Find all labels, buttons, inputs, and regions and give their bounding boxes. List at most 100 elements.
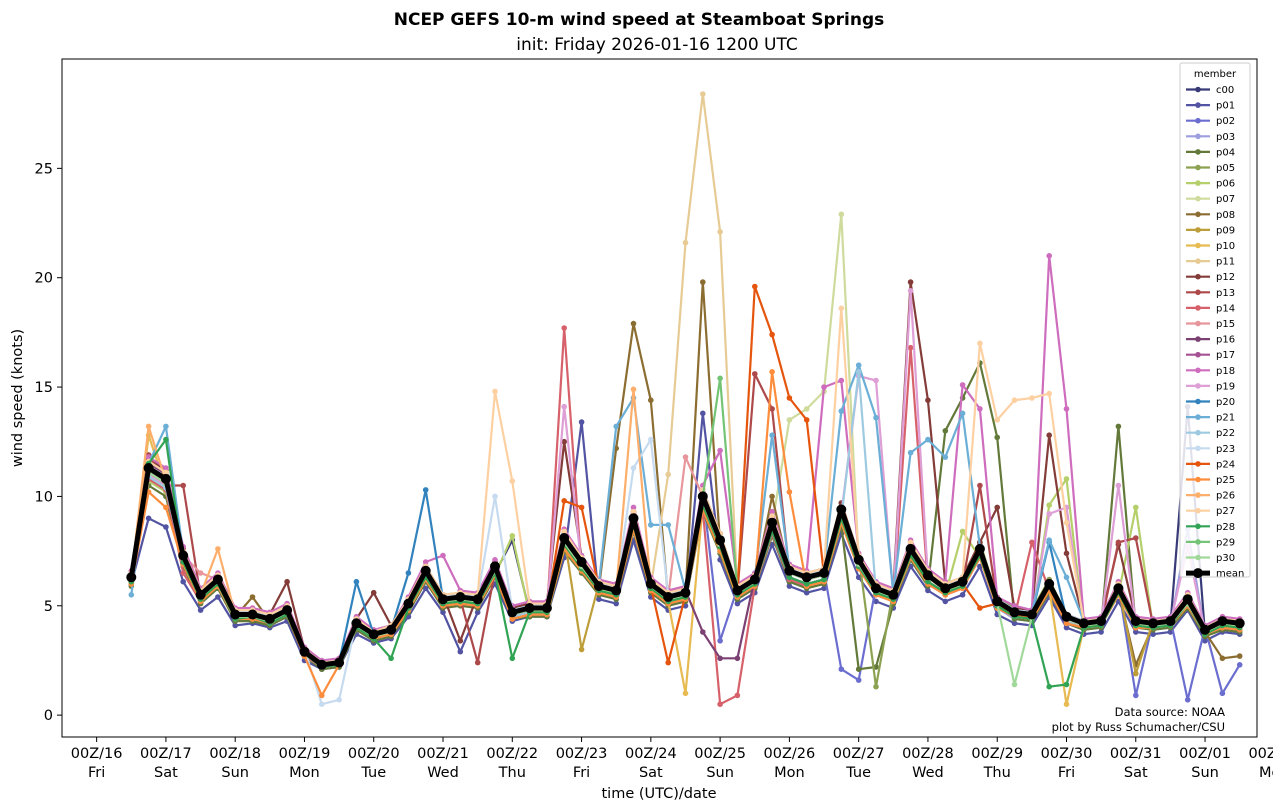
data-point-p23: [492, 493, 498, 500]
data-point-p10: [682, 690, 689, 697]
x-tick-label: 00Z/02: [1248, 746, 1273, 762]
data-point-mean: [1061, 611, 1072, 622]
data-point-p28: [803, 581, 810, 587]
data-point-p28: [821, 576, 827, 583]
data-point-p01: [197, 607, 204, 613]
data-point-p02: [1133, 692, 1139, 699]
data-point-p25: [509, 616, 516, 622]
y-axis-label: wind speed (knots): [10, 329, 26, 467]
y-tick-label: 15: [35, 380, 53, 396]
x-tick-label: 00Z/01: [1179, 746, 1231, 762]
legend-swatch-marker: [1195, 507, 1201, 514]
legend-swatch-marker: [1195, 383, 1201, 389]
legend-label: p04: [1216, 147, 1235, 158]
x-tick-day-label: Wed: [427, 765, 459, 781]
data-point-mean: [576, 557, 587, 567]
legend-item-p15: p15: [1186, 319, 1235, 330]
data-point-p09: [1133, 670, 1139, 677]
data-point-p13: [474, 659, 481, 666]
data-point-p19: [873, 377, 879, 384]
data-point-mean: [1078, 618, 1089, 629]
data-point-p07: [838, 211, 845, 218]
data-point-p02: [1184, 697, 1191, 703]
data-point-p04: [1115, 423, 1122, 430]
data-point-p01: [180, 578, 186, 585]
data-point-p23: [630, 465, 637, 471]
data-point-mean: [1026, 609, 1037, 620]
legend-item-p26: p26: [1186, 491, 1235, 502]
y-tick-label: 25: [35, 161, 53, 177]
legend-item-c00: c00: [1186, 85, 1234, 96]
data-point-p01: [1202, 638, 1208, 644]
legend-swatch-marker: [1195, 554, 1201, 561]
legend-label: p22: [1216, 428, 1235, 439]
x-tick-day-label: Sat: [639, 765, 663, 781]
data-point-p21: [665, 522, 671, 528]
legend-item-p04: p04: [1186, 147, 1235, 158]
data-point-p27: [163, 469, 169, 476]
legend-label: p01: [1216, 101, 1235, 112]
legend-swatch-marker: [1195, 523, 1201, 530]
data-point-p12: [907, 279, 914, 285]
data-point-p08: [700, 279, 706, 285]
legend-item-p24: p24: [1186, 459, 1235, 470]
data-point-p26: [145, 423, 152, 430]
data-point-p06: [1063, 476, 1070, 482]
data-point-p26: [630, 386, 637, 393]
data-point-p28: [1063, 681, 1070, 688]
data-point-p18: [163, 465, 169, 471]
data-point-mean: [420, 565, 431, 576]
data-point-p13: [752, 371, 758, 377]
plot-area: [126, 91, 1245, 707]
data-point-mean: [749, 574, 760, 585]
chart-subtitle: init: Friday 2026-01-16 1200 UTC: [516, 35, 798, 55]
x-tick-day-label: Fri: [88, 765, 105, 781]
data-point-p01: [578, 419, 585, 425]
legend-label: p16: [1216, 335, 1235, 346]
legend-swatch-marker: [1195, 398, 1201, 405]
data-point-p07: [786, 417, 793, 423]
data-point-p12: [457, 638, 464, 644]
x-tick-day-label: Mon: [1259, 765, 1273, 781]
data-point-p19: [907, 288, 914, 294]
data-point-p18: [959, 382, 966, 388]
data-point-mean: [905, 543, 916, 554]
data-point-mean: [1113, 583, 1124, 594]
legend-label: p07: [1216, 194, 1235, 205]
data-point-mean: [1165, 616, 1176, 627]
data-point-p01: [925, 587, 931, 594]
x-tick-day-label: Tue: [360, 765, 386, 781]
data-point-p25: [786, 489, 793, 495]
legend-swatch-marker: [1195, 429, 1201, 436]
data-point-p18: [1063, 406, 1070, 412]
data-point-p05: [873, 683, 879, 690]
legend-item-p16: p16: [1186, 335, 1235, 346]
data-point-mean: [819, 568, 829, 578]
data-point-p28: [786, 574, 793, 581]
data-point-p21: [613, 423, 619, 430]
chart-title: NCEP GEFS 10-m wind speed at Steamboat S…: [394, 10, 885, 30]
legend-item-p09: p09: [1186, 225, 1235, 236]
data-point-mean: [472, 594, 483, 605]
data-point-p18: [422, 559, 429, 565]
y-tick-label: 5: [44, 599, 53, 615]
data-point-p01: [1063, 624, 1070, 631]
data-point-p01: [786, 583, 793, 589]
legend-label: p17: [1216, 350, 1235, 361]
data-point-mean: [888, 589, 899, 600]
data-point-p01: [215, 594, 221, 600]
legend-swatch-marker: [1195, 476, 1201, 483]
data-point-mean: [143, 463, 154, 473]
legend-item-p02: p02: [1186, 116, 1235, 127]
data-point-mean: [957, 576, 968, 587]
x-tick-label: 00Z/28: [902, 746, 954, 762]
data-point-p18: [717, 447, 723, 454]
data-point-p09: [578, 646, 585, 653]
data-point-mean: [490, 561, 500, 572]
data-point-p24: [578, 504, 585, 511]
legend-swatch-marker: [1195, 258, 1201, 264]
data-point-p12: [561, 438, 567, 445]
data-point-mean: [160, 473, 171, 484]
data-point-p13: [180, 482, 186, 489]
data-point-p01: [873, 598, 879, 605]
